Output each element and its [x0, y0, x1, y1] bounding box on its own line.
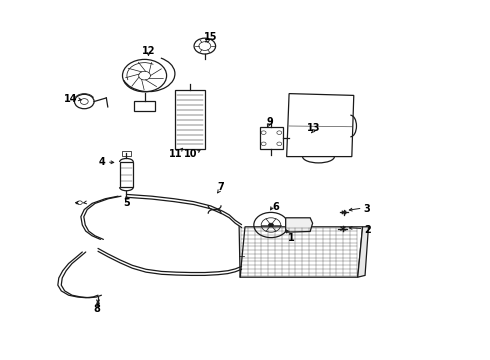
Text: 15: 15: [204, 32, 218, 42]
Bar: [122, 151, 131, 156]
Text: 7: 7: [217, 182, 224, 192]
Text: 2: 2: [364, 225, 371, 235]
Circle shape: [269, 223, 273, 227]
Text: 4: 4: [98, 157, 105, 167]
Polygon shape: [358, 227, 368, 277]
Text: 9: 9: [266, 117, 273, 127]
Text: 12: 12: [142, 46, 155, 56]
Text: 8: 8: [94, 304, 100, 314]
Text: 11: 11: [169, 149, 182, 159]
Text: 14: 14: [64, 94, 78, 104]
Text: 3: 3: [363, 204, 370, 214]
Text: 1: 1: [288, 233, 295, 243]
Bar: [134, 101, 155, 111]
Bar: [120, 162, 133, 187]
Bar: [175, 90, 205, 149]
Text: 6: 6: [272, 202, 279, 212]
Text: 5: 5: [123, 198, 130, 208]
Bar: [260, 127, 283, 149]
Text: 10: 10: [184, 149, 198, 159]
Text: 13: 13: [307, 123, 320, 133]
Polygon shape: [286, 218, 313, 232]
